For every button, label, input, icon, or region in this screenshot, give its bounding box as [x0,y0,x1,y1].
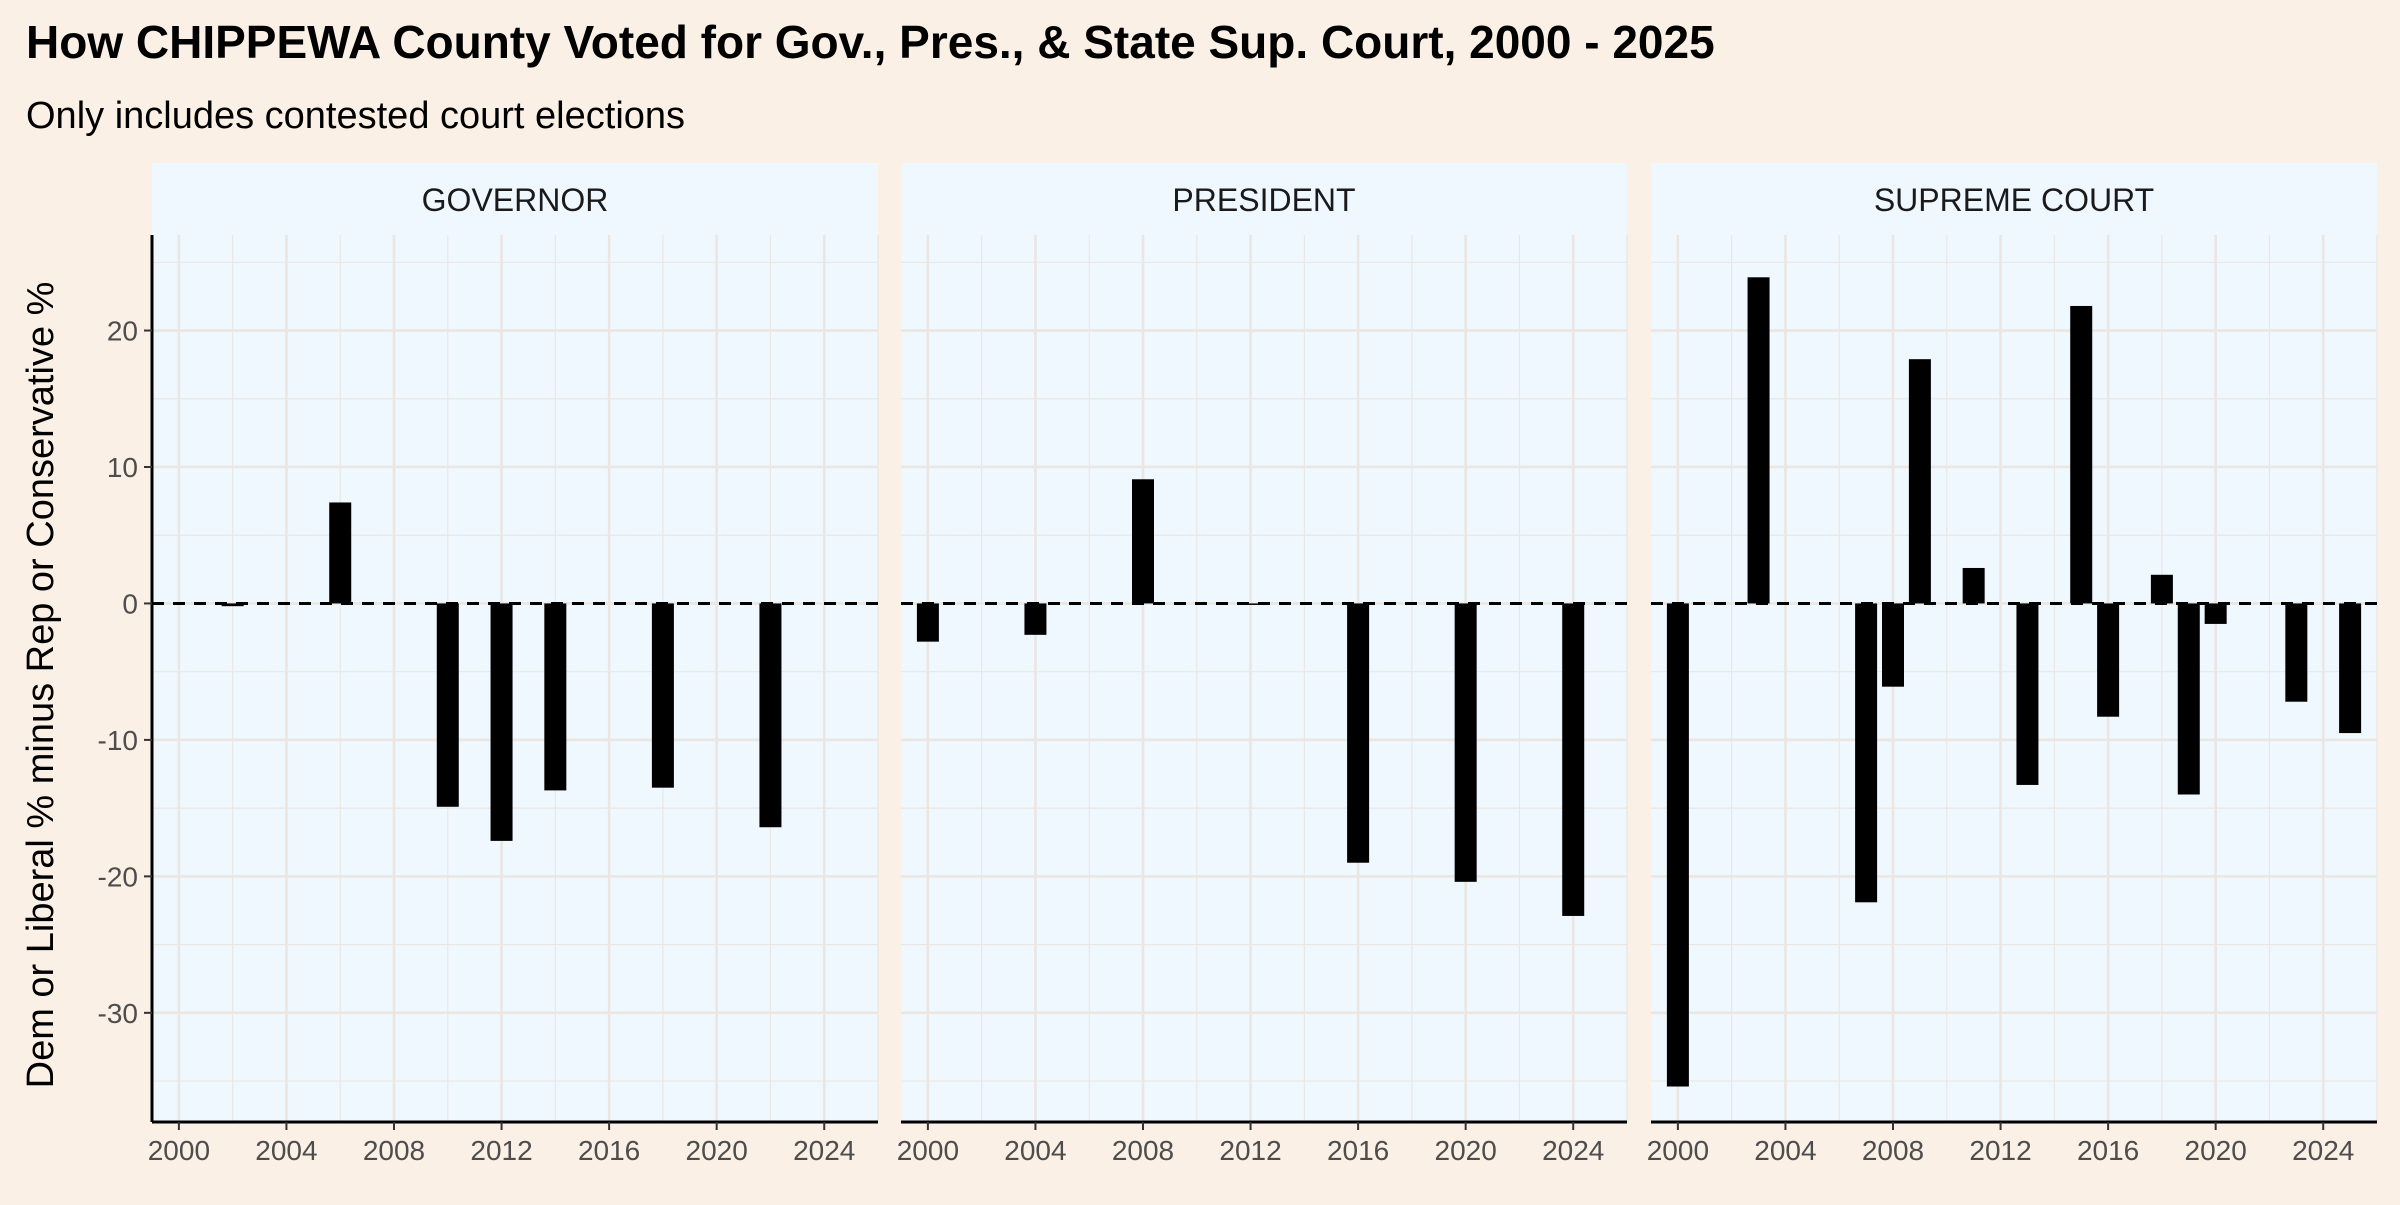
bar-2023 [2285,603,2308,702]
facet-strip-label: SUPREME COURT [1874,182,2154,218]
facet-strip [1651,163,2377,235]
bar-2000 [1666,603,1689,1087]
bar-2020 [1454,603,1477,882]
x-tick-label: 2020 [1435,1135,1497,1166]
x-tick-label: 2016 [578,1135,640,1166]
bar-2000 [916,603,939,642]
chart-subtitle: Only includes contested court elections [26,95,685,137]
bar-2016 [2097,603,2120,717]
x-tick-label: 2024 [1542,1135,1604,1166]
chart-title: How CHIPPEWA County Voted for Gov., Pres… [26,16,1715,68]
bar-2020 [2204,603,2227,624]
bar-2015 [2070,305,2093,604]
bar-2010 [436,603,459,807]
x-tick-label: 2016 [1327,1135,1389,1166]
facet-strip-label: GOVERNOR [422,182,609,218]
bar-2016 [1347,603,1370,863]
bar-2011 [1962,567,1985,604]
y-tick-label: -30 [98,998,138,1029]
bar-2022 [759,603,782,828]
bar-2003 [1747,277,1770,604]
bar-2018 [651,603,674,788]
x-tick-label: 2000 [148,1135,210,1166]
y-tick-label: 10 [107,452,138,483]
facets-layer: GOVERNOR 2000 2004 2008 2012 2016 2020 2024 -30 -… [98,163,2378,1166]
y-axis-label: Dem or Liberal % minus Rep or Conservati… [20,282,62,1089]
x-tick-label: 2000 [897,1135,959,1166]
bar-2008 [1132,479,1154,604]
facet-strip [901,163,1627,235]
bar-2013 [2016,603,2039,785]
bar-2007 [1855,603,1878,903]
bar-2024 [1562,603,1585,916]
facet-panel-2: SUPREME COURT 2000 2004 2008 2012 2016 2020 202… [1647,163,2378,1166]
facet-strip [152,163,878,235]
panel-background [1651,235,2377,1122]
facet-panel-0: GOVERNOR 2000 2004 2008 2012 2016 2020 2024 -30 -… [98,163,879,1166]
facet-panel-1: PRESIDENT 2000 2004 2008 2012 2016 2020 2024 [897,163,1628,1166]
x-tick-label: 2024 [2292,1135,2354,1166]
x-tick-label: 2012 [1969,1135,2031,1166]
bar-2008 [1882,603,1904,687]
bar-2012 [490,603,513,841]
bar-2012 [1239,603,1262,605]
x-tick-label: 2008 [1862,1135,1924,1166]
y-tick-label: -10 [98,725,138,756]
panel-background [901,235,1627,1122]
bar-2004 [1024,603,1047,635]
bar-2025 [2339,603,2362,734]
panel-background [152,235,878,1122]
bar-2009 [1908,359,1931,604]
x-tick-label: 2012 [1219,1135,1281,1166]
x-tick-label: 2004 [1004,1135,1066,1166]
bar-2019 [2177,603,2200,795]
bar-2002 [221,603,244,607]
x-tick-label: 2000 [1647,1135,1709,1166]
x-tick-label: 2004 [255,1135,317,1166]
facet-strip-label: PRESIDENT [1172,182,1355,218]
bar-2006 [329,502,352,604]
x-tick-label: 2004 [1754,1135,1816,1166]
bar-2018 [2150,574,2173,604]
bar-2014 [544,603,567,791]
x-tick-label: 2024 [793,1135,855,1166]
y-tick-label: -20 [98,861,138,892]
x-tick-label: 2016 [2077,1135,2139,1166]
y-tick-label: 0 [122,588,138,619]
y-tick-label: 20 [107,316,138,347]
x-tick-label: 2012 [470,1135,532,1166]
x-tick-label: 2008 [363,1135,425,1166]
x-tick-label: 2008 [1112,1135,1174,1166]
x-tick-label: 2020 [686,1135,748,1166]
x-tick-label: 2020 [2185,1135,2247,1166]
